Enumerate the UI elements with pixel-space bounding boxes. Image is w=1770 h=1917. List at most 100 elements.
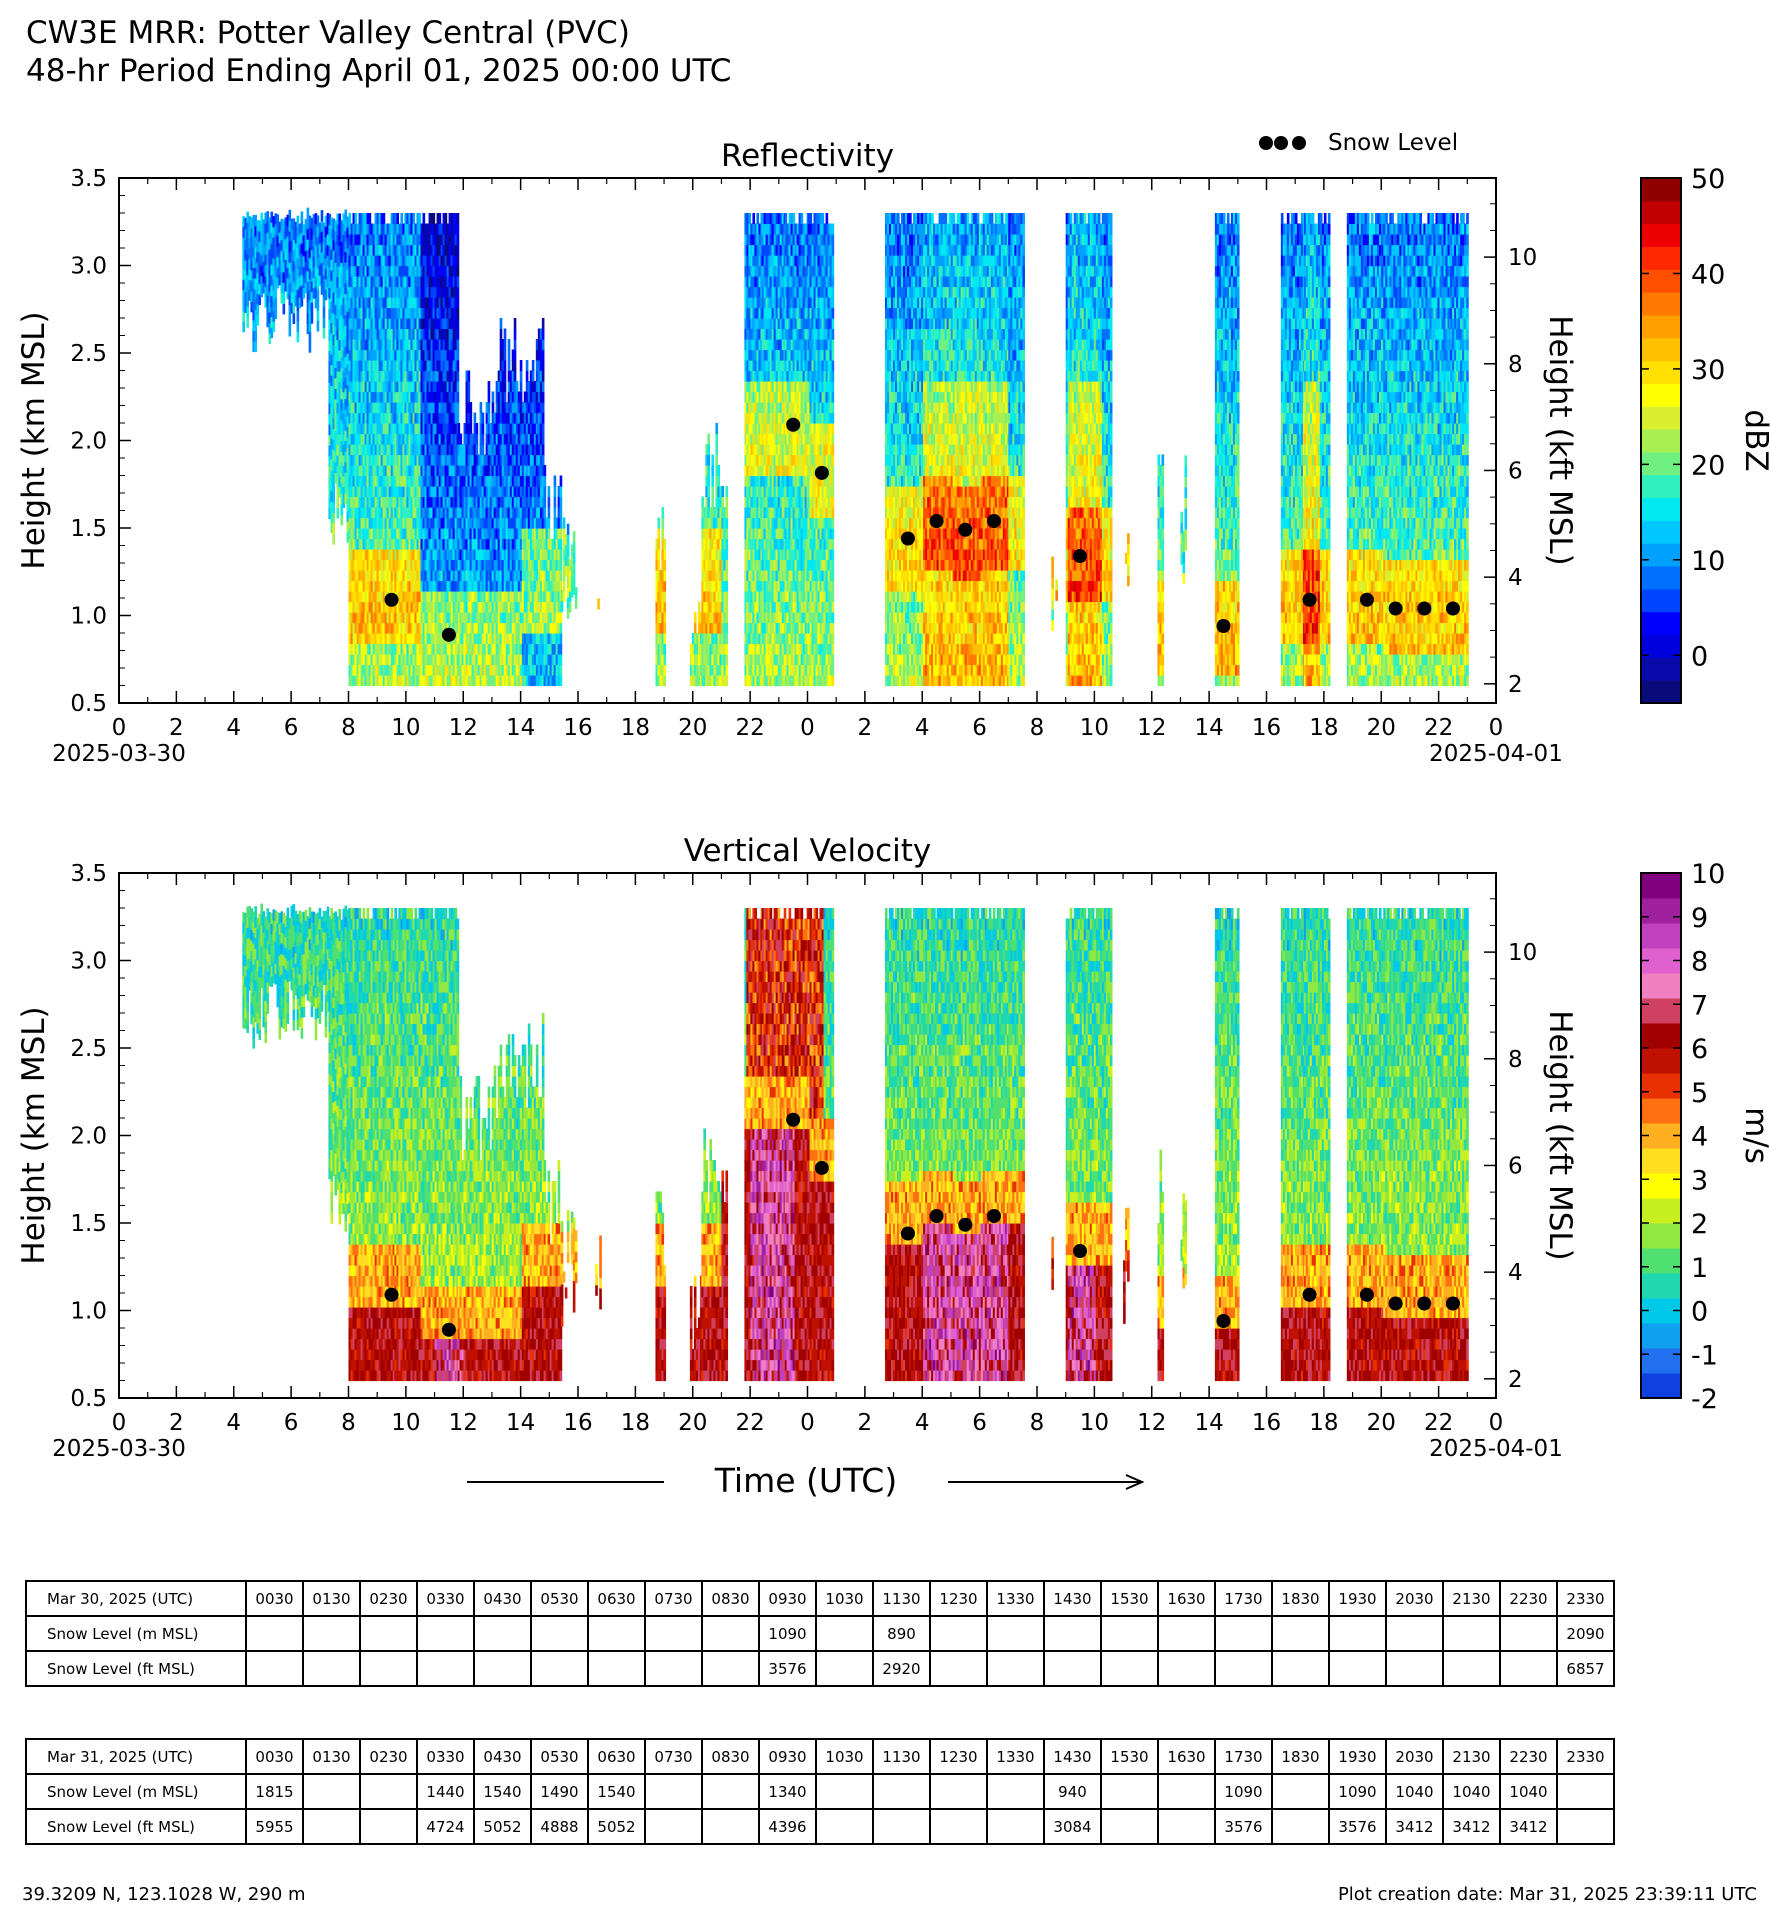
colorbar-swatch [1641,338,1681,361]
table-cell: 0830 [702,1581,759,1616]
colorbar-label: dBZ [1738,409,1770,471]
snow-level-point [786,418,800,432]
colorbar-swatch [1641,429,1681,452]
y-tick-label: 3.0 [70,254,107,280]
x-tick-label: 8 [341,715,356,741]
x-tick-label: 12 [1137,715,1166,741]
x-tick-label: 4 [226,715,241,741]
table-cell: 0430 [474,1581,531,1616]
legend-dot [1292,136,1306,150]
table-cell [645,1774,702,1809]
x-tick-label: 14 [1194,715,1223,741]
table-cell: 3412 [1443,1809,1500,1844]
snow-level-point [1446,1297,1460,1311]
colorbar-swatch [1641,589,1681,612]
table-cell [303,1651,360,1686]
table-cell: 1490 [531,1774,588,1809]
table-cell [1272,1616,1329,1651]
table-cell: 1530 [1101,1739,1158,1774]
table-cell: 1090 [759,1616,816,1651]
snow-level-point [987,514,1001,528]
table-cell [1329,1616,1386,1651]
table-cell: 1830 [1272,1739,1329,1774]
table-cell [360,1651,417,1686]
table-cell: 1030 [816,1581,873,1616]
table-cell [816,1616,873,1651]
table-cell [1101,1616,1158,1651]
snow-level-point [1303,1288,1317,1302]
y-tick-label: 2.0 [70,429,107,455]
colorbar-tick-label: -2 [1691,1384,1718,1415]
legend-label: Snow Level [1328,130,1458,156]
x-tick-label: 0 [1489,1410,1504,1436]
table-cell [417,1616,474,1651]
colorbar-swatch [1641,566,1681,589]
x-tick-label: 16 [563,1410,592,1436]
table-header-row: Mar 31, 2025 (UTC) 0030 0130 0230 0330 0430 05… [26,1739,1614,1774]
table-cell [360,1774,417,1809]
table-cell: 3576 [759,1651,816,1686]
table-cell: 3084 [1044,1809,1101,1844]
table-cell [417,1651,474,1686]
table-row: Snow Level (ft MSL) 5955 4724 5052 4888 5052 4… [26,1809,1614,1844]
table-cell [474,1651,531,1686]
table-cell [702,1774,759,1809]
table-cell [816,1651,873,1686]
snow-level-table-mar30: Mar 30, 2025 (UTC) 0030 0130 0230 0330 0430 05… [25,1580,1615,1687]
colorbar-tick-label: 1 [1691,1253,1708,1284]
table-cell: 6857 [1557,1651,1614,1686]
table-cell [873,1809,930,1844]
table-cell [987,1774,1044,1809]
x-tick-label: 12 [1137,1410,1166,1436]
table-cell: 0630 [588,1739,645,1774]
snow-level-point [901,532,915,546]
table-cell: 1230 [930,1581,987,1616]
snow-level-table-mar31: Mar 31, 2025 (UTC) 0030 0130 0230 0330 0430 05… [25,1738,1615,1845]
table-cell: 2030 [1386,1739,1443,1774]
x-tick-label: 4 [915,715,930,741]
table-cell: 4396 [759,1809,816,1844]
table-cell [1557,1809,1614,1844]
table-cell: 1040 [1443,1774,1500,1809]
x-tick-label: 22 [735,1410,764,1436]
snow-level-point [1360,1288,1374,1302]
snow-level-point [385,1288,399,1302]
x-tick-label: 6 [284,1410,299,1436]
x-tick-label: 8 [1030,1410,1045,1436]
table-cell [1443,1616,1500,1651]
colorbar-swatch [1641,1098,1681,1124]
row-label: Mar 31, 2025 (UTC) [26,1739,246,1774]
colorbar-swatch [1641,383,1681,406]
colorbar-tick-label: 0 [1691,641,1708,672]
colorbar-swatch [1641,612,1681,635]
x-tick-label: 2 [858,1410,873,1436]
row-label: Mar 30, 2025 (UTC) [26,1581,246,1616]
table-cell: 5955 [246,1809,303,1844]
colorbar-tick-label: 20 [1691,450,1725,481]
colorbar-swatch [1641,680,1681,703]
table-cell: 0230 [360,1581,417,1616]
table-cell: 2230 [1500,1581,1557,1616]
colorbar-swatch [1641,1048,1681,1074]
row-label: Snow Level (ft MSL) [26,1651,246,1686]
table-cell [1044,1651,1101,1686]
colorbar-tick-label: 8 [1691,947,1708,978]
table-cell [645,1809,702,1844]
table-cell [702,1809,759,1844]
snow-level-point [442,1323,456,1337]
table-cell [588,1651,645,1686]
row-label: Snow Level (m MSL) [26,1616,246,1651]
start-date-label: 2025-03-30 [52,741,186,767]
x-tick-label: 6 [972,1410,987,1436]
y-tick-label: 3.5 [70,861,107,887]
x-tick-label: 16 [1252,715,1281,741]
x-tick-label: 20 [678,715,707,741]
table-cell: 5052 [588,1809,645,1844]
table-cell [987,1651,1044,1686]
table-cell: 1440 [417,1774,474,1809]
table-cell: 1340 [759,1774,816,1809]
table-cell: 0930 [759,1581,816,1616]
colorbar-tick-label: 7 [1691,990,1708,1021]
colorbar-tick-label: 6 [1691,1034,1708,1065]
